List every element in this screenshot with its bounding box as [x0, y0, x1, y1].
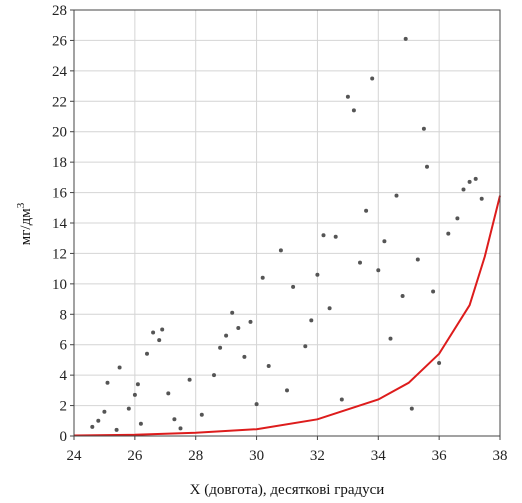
data-point — [309, 318, 314, 323]
data-point — [160, 327, 165, 332]
data-point — [473, 176, 478, 181]
data-point — [403, 36, 408, 41]
data-point — [400, 294, 405, 298]
data-point — [278, 248, 283, 253]
x-tick-label: 26 — [127, 448, 143, 464]
data-point — [236, 326, 241, 330]
data-point — [345, 94, 350, 99]
x-tick-label: 28 — [188, 448, 203, 464]
data-point — [230, 310, 235, 315]
y-axis-title: мг/дм3 — [15, 202, 34, 245]
y-tick-label: 10 — [52, 277, 67, 293]
y-tick-label: 28 — [52, 3, 67, 19]
y-axis-title-unit: мг/дм — [18, 208, 34, 245]
y-tick-label: 16 — [52, 186, 68, 202]
data-point — [224, 333, 229, 338]
x-tick-label: 32 — [310, 448, 325, 464]
x-tick-label: 36 — [432, 448, 448, 464]
y-tick-label: 4 — [60, 368, 68, 384]
grid — [73, 9, 501, 437]
data-point — [166, 391, 171, 396]
data-point — [425, 164, 429, 169]
data-point — [132, 392, 137, 397]
data-point — [431, 289, 436, 294]
data-point — [117, 365, 122, 370]
data-point — [321, 233, 326, 238]
data-point — [446, 231, 451, 236]
x-tick-label: 24 — [67, 448, 83, 464]
data-point — [218, 345, 223, 350]
trend-curve — [73, 195, 501, 437]
data-point — [479, 196, 484, 201]
data-point — [285, 388, 289, 393]
y-tick-label: 12 — [52, 246, 67, 262]
data-point — [90, 424, 95, 429]
x-tick-label: 34 — [371, 448, 387, 464]
data-point — [145, 351, 149, 356]
data-point — [126, 406, 131, 411]
y-tick-label: 26 — [52, 33, 68, 49]
y-tick-label: 2 — [60, 399, 68, 415]
data-point — [437, 361, 442, 365]
data-point — [96, 418, 101, 423]
data-point — [339, 397, 344, 402]
data-point — [187, 377, 192, 382]
y-tick-label: 8 — [60, 307, 68, 323]
data-point — [409, 406, 414, 411]
data-point — [254, 402, 259, 407]
y-tick-label: 20 — [52, 125, 67, 141]
data-point — [135, 382, 140, 387]
data-point — [291, 284, 296, 289]
data-point — [157, 338, 162, 343]
data-point — [415, 257, 420, 262]
data-point — [260, 275, 265, 280]
data-point — [421, 126, 426, 131]
x-tick-label: 38 — [493, 448, 508, 464]
data-point — [303, 344, 308, 349]
y-tick-label: 0 — [60, 429, 68, 445]
data-point — [178, 426, 183, 431]
data-point — [138, 421, 143, 426]
data-point — [376, 268, 381, 273]
data-point — [364, 208, 369, 213]
x-axis-ticks: 24 26 28 30 32 34 36 38 — [67, 436, 508, 464]
data-point — [151, 330, 156, 335]
data-point — [266, 364, 271, 368]
data-point — [172, 417, 177, 422]
data-point — [370, 76, 375, 81]
data-point — [351, 108, 356, 113]
data-point — [327, 306, 332, 311]
y-tick-label: 18 — [52, 155, 67, 171]
data-point — [102, 409, 107, 414]
data-point — [333, 234, 338, 239]
data-point — [242, 354, 247, 359]
y-tick-label: 6 — [60, 338, 68, 354]
y-tick-label: 22 — [52, 94, 67, 110]
x-axis-title: X (довгота), десяткові градуси — [190, 482, 385, 498]
data-point — [315, 272, 320, 277]
data-point — [467, 179, 472, 184]
y-axis-title-superscript: 3 — [15, 202, 27, 208]
data-point — [358, 260, 362, 265]
data-point — [382, 239, 387, 244]
data-point — [212, 373, 216, 378]
y-tick-label: 24 — [52, 64, 68, 80]
x-tick-label: 30 — [249, 448, 264, 464]
data-point — [199, 412, 204, 417]
data-point — [105, 380, 110, 385]
data-point — [114, 427, 119, 432]
data-point — [455, 216, 460, 221]
data-points — [90, 36, 484, 432]
data-point — [248, 319, 253, 324]
y-tick-label: 14 — [52, 216, 68, 232]
data-point — [461, 187, 466, 192]
data-point — [394, 193, 399, 198]
data-point — [388, 336, 393, 341]
